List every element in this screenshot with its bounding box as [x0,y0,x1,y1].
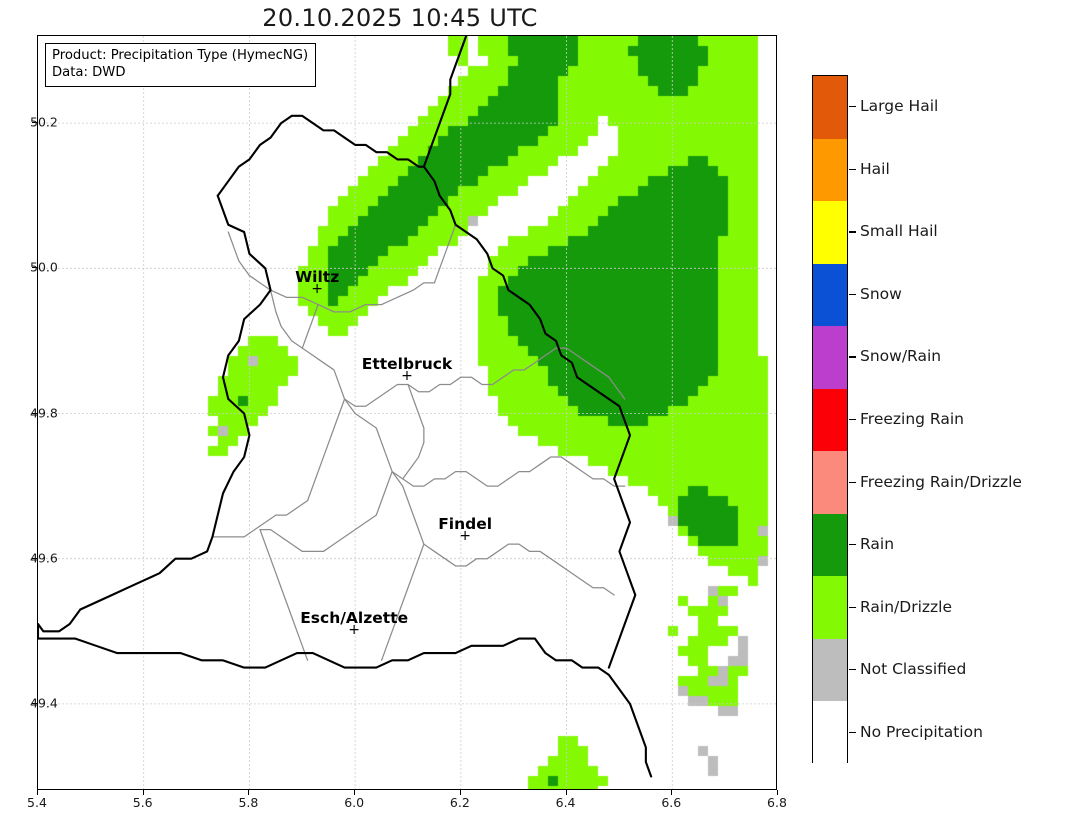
colorbar-tick [849,606,856,608]
x-axis-tick [459,790,461,795]
y-axis-tick [32,557,37,559]
precipitation-radar-layer [38,36,776,789]
colorbar-label-rain: Rain [860,535,895,554]
colorbar-segment-freezing-rain [813,388,847,452]
x-axis-tick-label: 6.2 [449,795,470,810]
city-label-findel: Findel [438,514,493,533]
info-product-line: Product: Precipitation Type (HymecNG) [52,48,309,63]
colorbar-segment-small-hail [813,201,847,264]
info-box: Product: Precipitation Type (HymecNG) Da… [45,43,317,87]
x-axis-tick-label: 6.4 [555,795,576,810]
map-gridlines [38,36,776,789]
colorbar-tick [849,731,856,733]
y-axis-tick-label: 49.8 [30,405,58,420]
map-vector-layer [38,36,776,789]
colorbar-segment-freezing-rain-drizzle [813,451,847,514]
y-axis-tick-label: 50.0 [30,259,58,275]
colorbar-tick [849,356,856,358]
y-axis-tick [32,267,37,269]
info-data-line: Data: DWD [52,65,126,81]
city-marker-icon: + [311,281,324,298]
city-label-esch-alzette: Esch/Alzette [300,609,409,628]
colorbar-segment-rain [813,513,847,577]
colorbar-label-large-hail: Large Hail [860,97,939,116]
city-marker-icon: + [401,368,413,385]
colorbar-segment-not-classified [813,638,847,702]
colorbar-tick [849,544,856,546]
colorbar-tick [849,168,856,170]
y-axis-tick-label: 50.2 [30,114,58,130]
x-axis-tick [248,790,250,795]
country-border [38,36,653,778]
colorbar-label-small-hail: Small Hail [860,222,938,241]
x-axis-tick-label: 5.8 [238,795,259,810]
x-axis-tick-label: 6.6 [661,795,682,810]
city-marker-icon: + [459,527,472,544]
page-title: 20.10.2025 10:45 UTC [262,4,538,32]
y-axis-tick-label: 49.4 [30,695,58,711]
city-marker-icon: + [348,622,361,639]
colorbar-segment-snow [813,263,847,327]
city-label-ettelbruck: Ettelbruck [361,355,453,374]
y-axis-tick [32,412,37,414]
colorbar-segment-large-hail [813,76,847,139]
x-axis-tick [777,790,778,795]
colorbar-label-snow: Snow [860,284,902,303]
district-boundaries [211,224,626,661]
x-axis-tick-label: 5.4 [27,795,47,810]
colorbar-label-no-precipitation: No Precipitation [860,722,983,741]
x-axis-tick-label: 6.0 [344,795,365,810]
colorbar-tick [849,481,856,483]
colorbar-label-freezing-rain-drizzle: Freezing Rain/Drizzle [860,472,1022,491]
x-axis-tick [354,790,356,795]
y-axis-tick [32,702,37,704]
colorbar-label-not-classified: Not Classified [860,660,967,679]
colorbar-segment-hail [813,138,847,202]
x-axis-tick [671,790,673,795]
x-axis-tick-label: 5.6 [132,795,153,810]
colorbar-tick [849,293,856,296]
colorbar-label-hail: Hail [860,159,890,178]
colorbar-segment-no-precipitation [813,701,847,764]
x-axis-tick [37,790,38,795]
colorbar-segment-rain-drizzle [813,576,847,639]
colorbar-tick [849,231,856,233]
x-axis-tick [565,790,567,795]
colorbar-label-freezing-rain: Freezing Rain [860,410,964,428]
colorbar-tick [849,106,856,108]
x-axis-tick-label: 6.8 [767,795,787,810]
map-plot-area[interactable]: Product: Precipitation Type (HymecNG) Da… [37,35,777,790]
colorbar-segment-snow-rain [813,326,847,389]
colorbar [812,75,848,764]
x-axis-tick [142,790,144,795]
y-axis-tick-label: 49.6 [30,550,58,566]
colorbar-label-rain-drizzle: Rain/Drizzle [860,597,953,616]
y-axis-tick [32,122,37,124]
colorbar-label-snow-rain: Snow/Rain [860,347,942,366]
colorbar-tick [849,419,856,421]
city-label-wiltz: Wiltz [295,268,340,287]
colorbar-tick [849,669,856,671]
